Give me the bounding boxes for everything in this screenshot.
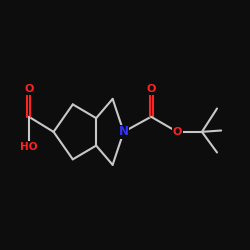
Text: HO: HO [20, 142, 38, 152]
Text: O: O [146, 84, 156, 94]
Text: N: N [119, 125, 129, 138]
Text: O: O [172, 127, 182, 137]
Text: O: O [24, 84, 34, 94]
